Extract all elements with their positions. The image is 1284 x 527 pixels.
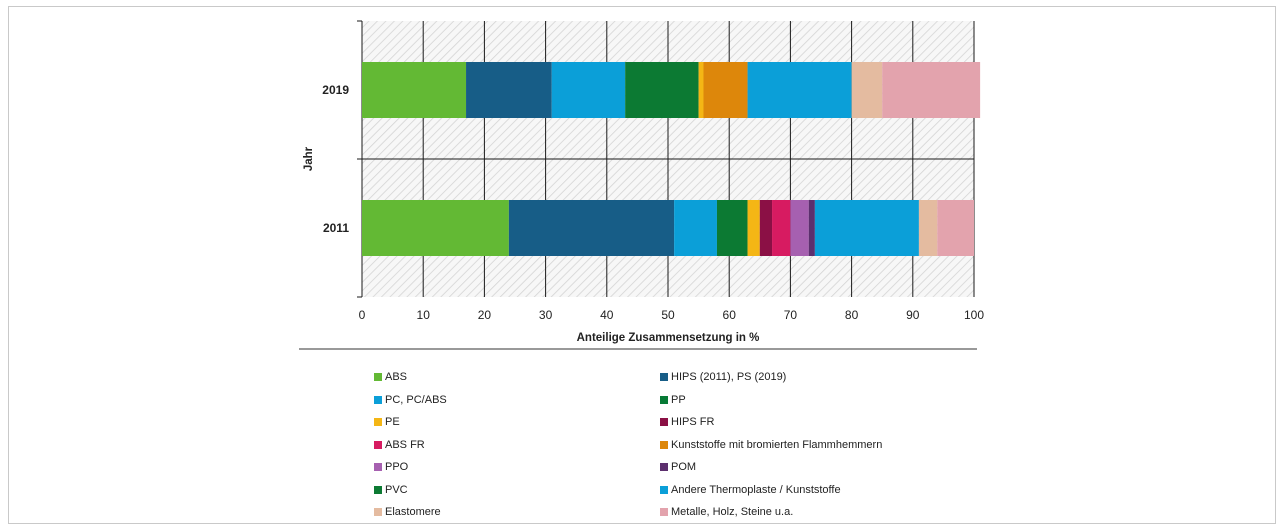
- bar-segment: [882, 62, 981, 118]
- bar-segment: [747, 200, 760, 256]
- bar-segment: [508, 200, 675, 256]
- x-tick-label: 10: [417, 308, 431, 322]
- legend-item: PP: [660, 392, 960, 408]
- legend-label: ABS FR: [385, 438, 425, 451]
- bar-segment: [698, 62, 704, 118]
- legend-item: Kunststoffe mit bromierten Flammhemmern: [660, 437, 960, 453]
- x-tick-label: 60: [723, 308, 737, 322]
- bar-segment: [747, 62, 852, 118]
- legend-swatch: [374, 485, 382, 494]
- legend-label: PPO: [385, 461, 409, 473]
- legend-swatch: [374, 508, 382, 516]
- legend-swatch: [660, 418, 668, 426]
- legend-item: PE: [374, 414, 660, 430]
- stacked-bar-chart: 2019 2011 0 10 20 30 40 50 60 70 80 90 100 Anteilige …: [299, 20, 984, 350]
- legend-item: Metalle, Holz, Steine u.a.: [660, 504, 960, 520]
- legend-swatch: [374, 463, 382, 471]
- bar-segment: [466, 62, 552, 118]
- legend-item: Elastomere: [374, 504, 660, 520]
- bar-segment: [808, 200, 815, 256]
- legend-swatch: [374, 395, 382, 404]
- chart-frame: 2019 2011 0 10 20 30 40 50 60 70 80 90 100 Anteilige …: [8, 6, 1276, 524]
- legend-label: PVC: [385, 483, 408, 496]
- bar-segment: [362, 200, 509, 256]
- legend-label: ABS: [385, 371, 408, 383]
- legend-swatch: [660, 508, 668, 516]
- x-tick-label: 70: [784, 308, 798, 322]
- bar-segment: [790, 200, 809, 256]
- bar-segment: [918, 200, 938, 256]
- legend-item: POM: [660, 459, 960, 475]
- x-axis-title: Anteilige Zusammensetzung in %: [577, 332, 760, 344]
- legend-label: Andere Thermoplaste / Kunststoffe: [671, 483, 841, 496]
- bar-segment: [772, 200, 791, 256]
- legend-item: PPO: [374, 459, 660, 475]
- legend-label: PE: [385, 416, 400, 428]
- legend-swatch: [660, 373, 668, 381]
- legend-swatch: [374, 418, 382, 426]
- legend-item: PC, PC/ABS: [374, 392, 660, 408]
- bar-segment: [851, 62, 883, 118]
- x-tick-label: 100: [964, 308, 984, 322]
- bar-segment: [674, 200, 717, 256]
- x-tick-label: 80: [845, 308, 859, 322]
- legend-swatch: [660, 440, 668, 449]
- legend-swatch: [374, 373, 382, 381]
- bar-segment: [625, 62, 699, 118]
- legend-label: Elastomere: [385, 506, 441, 518]
- legend-label: PP: [671, 393, 686, 406]
- legend-swatch: [660, 395, 668, 404]
- legend-label: POM: [671, 461, 697, 473]
- x-tick-label: 30: [539, 308, 553, 322]
- bar-segment: [551, 62, 626, 118]
- x-tick-label: 50: [661, 308, 675, 322]
- x-tick-label: 90: [906, 308, 920, 322]
- legend-item: PVC: [374, 482, 660, 498]
- legend-label: HIPS (2011), PS (2019): [671, 371, 787, 383]
- legend-label: Metalle, Holz, Steine u.a.: [671, 506, 794, 518]
- legend-label: Kunststoffe mit bromierten Flammhemmern: [671, 438, 883, 451]
- legend-item: ABS FR: [374, 437, 660, 453]
- y-axis-title: Jahr: [303, 146, 315, 171]
- bar-segment: [814, 200, 919, 256]
- legend-swatch: [660, 463, 668, 471]
- bar-segment: [362, 62, 467, 118]
- legend-label: HIPS FR: [671, 416, 715, 428]
- legend-item: HIPS FR: [660, 414, 960, 430]
- x-tick-label: 0: [359, 308, 366, 322]
- legend-item: HIPS (2011), PS (2019): [660, 369, 960, 385]
- bar-segment: [759, 200, 773, 256]
- x-tick-label: 20: [478, 308, 492, 322]
- legend: ABS HIPS (2011), PS (2019) PC, PC/ABS PP PE H…: [374, 369, 960, 520]
- legend-swatch: [660, 485, 668, 494]
- bar-segment: [703, 62, 748, 118]
- y-tick-label: 2011: [323, 221, 349, 235]
- bar-segment: [937, 200, 974, 256]
- legend-item: Andere Thermoplaste / Kunststoffe: [660, 482, 960, 498]
- bar-segment: [716, 200, 748, 256]
- legend-item: ABS: [374, 369, 660, 385]
- x-tick-label: 40: [600, 308, 614, 322]
- legend-label: PC, PC/ABS: [385, 393, 447, 406]
- y-tick-label: 2019: [322, 83, 349, 97]
- legend-swatch: [374, 440, 382, 449]
